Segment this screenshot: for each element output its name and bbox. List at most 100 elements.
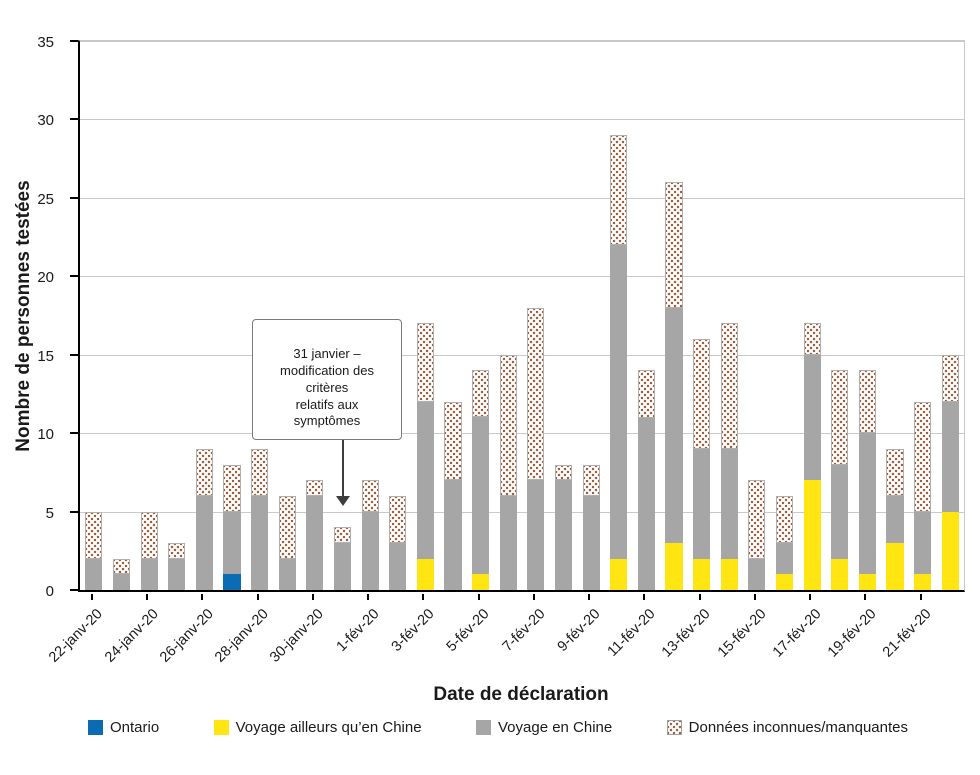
segment-unknown — [361, 480, 379, 512]
bar-stack — [416, 323, 434, 590]
gridline — [80, 433, 964, 435]
bar-stack — [168, 542, 186, 590]
x-tick-mark — [90, 594, 93, 600]
bar-stack — [85, 511, 103, 590]
segment-unknown — [251, 448, 269, 496]
gridline — [80, 354, 964, 356]
segment-unknown — [168, 542, 186, 559]
bar-stack — [637, 370, 655, 590]
x-tick-label: 5-fév-20 — [443, 606, 493, 655]
segment-unknown — [831, 370, 849, 465]
segment-unknown — [472, 370, 490, 418]
bar-stack — [527, 307, 545, 590]
segment-travel-china — [140, 558, 158, 590]
segment-travel-china — [720, 448, 738, 559]
segment-travel-china — [333, 542, 351, 590]
segment-unknown — [416, 323, 434, 402]
bar-stack — [858, 370, 876, 590]
segment-travel-china — [195, 495, 213, 590]
x-tick-mark — [643, 594, 646, 600]
gridline — [80, 41, 964, 42]
annotation-arrow-line — [342, 423, 344, 497]
segment-unknown — [720, 323, 738, 449]
segment-travel-china — [665, 307, 683, 543]
bar-series — [80, 41, 964, 590]
segment-travel-china — [582, 495, 600, 590]
segment-unknown — [637, 370, 655, 418]
gridline — [80, 511, 964, 513]
segment-travel-china — [554, 480, 572, 590]
bar-stack — [831, 370, 849, 590]
segment-unknown — [333, 527, 351, 543]
y-tick-label: 10 — [37, 426, 54, 444]
legend: Ontario Voyage ailleurs qu’en Chine Voyage… — [88, 719, 908, 736]
x-tick-mark — [201, 594, 204, 600]
x-tick-label: 26-janv-20 — [156, 606, 217, 666]
bar-22-fév-20 — [936, 41, 964, 590]
segment-unknown — [582, 464, 600, 496]
bar-23-janv-20 — [108, 41, 136, 590]
legend-item-unknown: Données inconnues/manquantes — [666, 719, 908, 736]
segment-travel-china — [693, 448, 711, 559]
bar-9-fév-20 — [577, 41, 605, 590]
x-tick-label: 13-fév-20 — [659, 606, 714, 661]
segment-travel-china — [112, 574, 130, 590]
segment-unknown — [527, 307, 545, 481]
bar-stack — [803, 323, 821, 590]
bar-24-janv-20 — [135, 41, 163, 590]
y-tick-mark — [70, 589, 78, 591]
segment-unknown — [278, 495, 296, 559]
x-tick-mark — [477, 594, 480, 600]
bar-31-janv-20 — [329, 41, 357, 590]
segment-travel-china — [637, 417, 655, 590]
y-tick-label: 5 — [45, 504, 54, 522]
segment-travel-china — [85, 558, 103, 590]
segment-travel-china — [389, 542, 407, 590]
bar-stack — [444, 401, 462, 590]
bar-20-fév-20 — [881, 41, 909, 590]
gridline — [80, 276, 964, 278]
segment-travel-china — [278, 558, 296, 590]
legend-swatch-china-travel — [475, 720, 491, 735]
segment-travel-other — [610, 558, 628, 590]
x-tick-label: 3-fév-20 — [388, 606, 438, 655]
segment-unknown — [306, 480, 324, 496]
segment-unknown — [693, 339, 711, 449]
segment-travel-china — [858, 433, 876, 575]
legend-swatch-unknown — [666, 720, 682, 735]
segment-travel-china — [499, 495, 517, 590]
segment-travel-china — [251, 495, 269, 590]
bar-14-fév-20 — [715, 41, 743, 590]
bar-stack — [693, 339, 711, 590]
bar-6-fév-20 — [494, 41, 522, 590]
y-tick-label: 15 — [37, 347, 54, 365]
x-tick-mark — [588, 594, 591, 600]
segment-travel-china — [831, 464, 849, 559]
legend-label-other-travel: Voyage ailleurs qu’en Chine — [235, 719, 422, 736]
segment-travel-other — [665, 542, 683, 590]
segment-travel-other — [831, 558, 849, 590]
bar-stack — [748, 480, 766, 590]
bar-2-fév-20 — [384, 41, 412, 590]
segment-travel-other — [472, 574, 490, 590]
segment-unknown — [775, 495, 793, 543]
legend-item-china-travel: Voyage en Chine — [475, 719, 612, 736]
y-tick-label: 30 — [37, 112, 54, 130]
segment-unknown — [444, 401, 462, 481]
segment-travel-china — [775, 542, 793, 575]
segment-travel-other — [693, 558, 711, 590]
x-tick-mark — [698, 594, 701, 600]
segment-travel-other — [886, 542, 904, 590]
segment-unknown — [610, 135, 628, 245]
segment-travel-other — [914, 574, 932, 590]
bar-stack — [775, 495, 793, 590]
bar-29-janv-20 — [273, 41, 301, 590]
x-tick-mark — [367, 594, 370, 600]
x-axis-title: Date de déclaration — [433, 684, 609, 705]
bar-stack — [914, 401, 932, 590]
x-tick-mark — [422, 594, 425, 600]
segment-travel-other — [775, 574, 793, 590]
y-tick-label: 0 — [45, 583, 54, 600]
x-tick-mark — [532, 594, 535, 600]
